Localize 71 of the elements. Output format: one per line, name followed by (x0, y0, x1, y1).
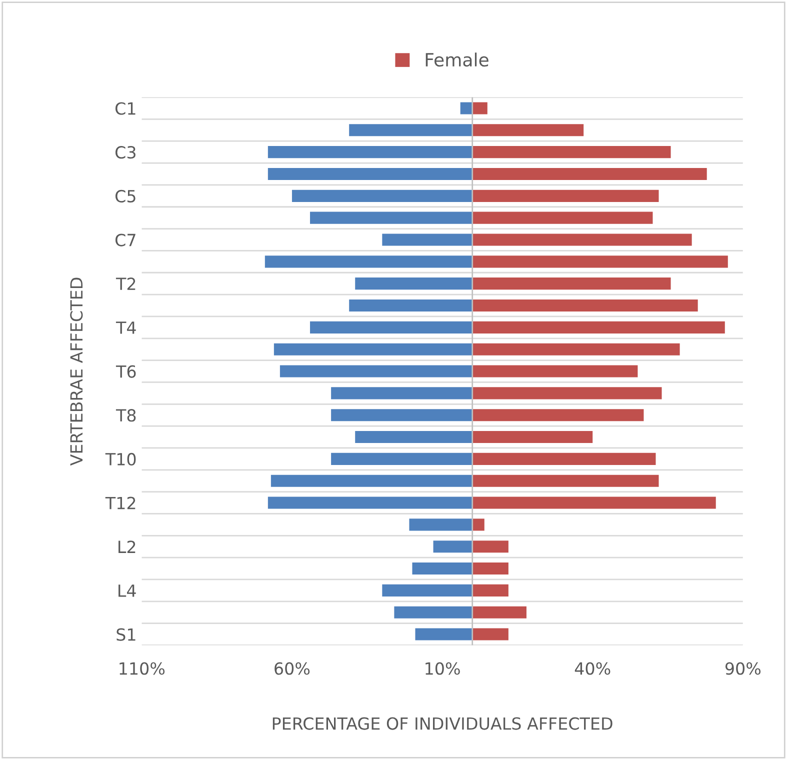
bar (310, 212, 472, 224)
x-tick-label: 90% (725, 662, 761, 675)
legend-label: Female (426, 52, 488, 67)
y-axis-title: VERTEBRAE AFFECTED (70, 278, 83, 466)
bar (331, 452, 472, 465)
bar (382, 234, 472, 246)
bar (472, 430, 593, 444)
bar (280, 365, 472, 378)
bar (472, 409, 644, 422)
bar (433, 540, 472, 553)
bar (310, 321, 472, 334)
bar (472, 452, 656, 465)
y-tick-label: T6 (116, 365, 136, 378)
bar (472, 496, 716, 509)
bar (460, 102, 472, 114)
bar (412, 562, 472, 575)
bar (268, 168, 472, 180)
bar (394, 606, 472, 618)
y-tick-label: T4 (116, 322, 136, 334)
bar (349, 124, 472, 136)
bar (268, 146, 472, 158)
bar (472, 102, 488, 114)
y-tick-label: T8 (116, 409, 136, 422)
bar (472, 365, 638, 378)
y-tick-label: T10 (105, 452, 136, 466)
bar (472, 518, 484, 531)
y-tick-label: C7 (115, 234, 136, 246)
bar (472, 321, 725, 334)
bar (472, 606, 526, 618)
bar (274, 343, 472, 356)
bar (472, 387, 662, 400)
bar (472, 584, 508, 596)
bar (472, 256, 728, 268)
bar (472, 343, 680, 356)
bar (472, 190, 659, 202)
y-tick-label: S1 (116, 628, 136, 641)
x-tick-label: 110% (120, 662, 165, 675)
bar (472, 540, 508, 553)
bar (331, 387, 472, 400)
bar (472, 168, 707, 180)
y-tick-label: L2 (118, 540, 136, 553)
bar (415, 628, 472, 640)
bar (292, 190, 472, 202)
bar (472, 562, 508, 575)
bar (472, 146, 671, 158)
bar (355, 278, 472, 290)
y-tick-label: T12 (105, 496, 136, 510)
x-tick-label: 40% (574, 662, 610, 675)
bar (270, 474, 472, 487)
bar (472, 234, 692, 246)
bar (472, 278, 671, 290)
bar (472, 124, 584, 136)
bar (355, 430, 472, 444)
bar (264, 256, 472, 268)
x-tick-label: 10% (426, 662, 460, 675)
bar (409, 518, 472, 531)
bar (472, 628, 508, 640)
y-tick-label: C1 (115, 102, 136, 115)
x-tick-label: 60% (274, 662, 310, 675)
bar (472, 474, 659, 487)
bar (472, 212, 653, 224)
bar (268, 496, 472, 509)
bar (349, 299, 472, 312)
x-axis-title: PERCENTAGE OF INDIVIDUALS AFFECTED (272, 717, 612, 730)
y-tick-label: C5 (115, 190, 136, 202)
bar (472, 299, 698, 312)
y-tick-label: L4 (118, 584, 136, 597)
bar (331, 409, 472, 422)
bar (382, 584, 472, 596)
y-tick-label: C3 (115, 146, 136, 159)
y-tick-label: T2 (116, 278, 136, 290)
